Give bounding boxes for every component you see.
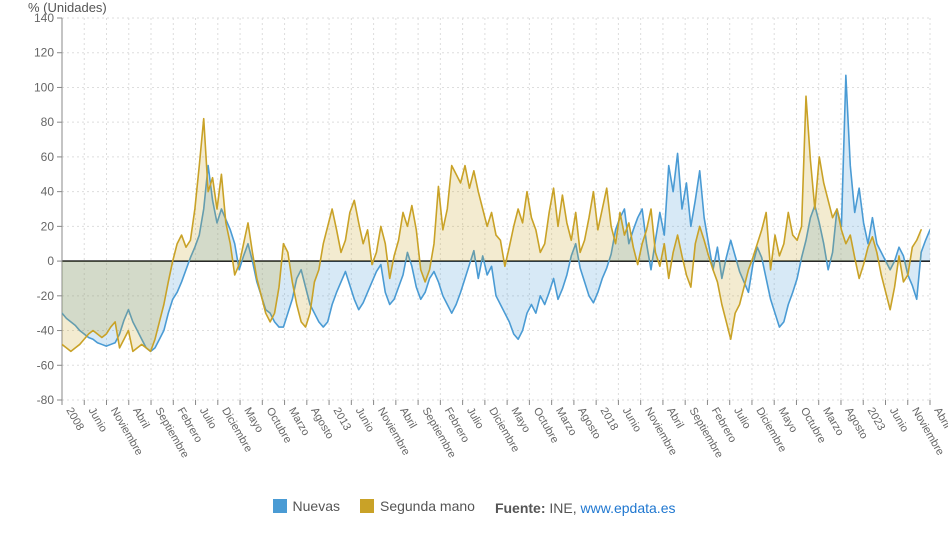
ytick-label: 60 [41, 150, 55, 164]
legend-source: Fuente: INE, www.epdata.es [495, 500, 676, 516]
ytick-label: 80 [41, 115, 55, 129]
ytick-label: -60 [37, 358, 55, 372]
ytick-label: 40 [41, 185, 55, 199]
ytick-label: -40 [37, 324, 55, 338]
legend-item: Nuevas [273, 498, 340, 514]
ytick-label: 20 [41, 219, 55, 233]
source-link[interactable]: www.epdata.es [581, 500, 676, 516]
ytick-label: 100 [34, 80, 54, 94]
source-value: INE, [549, 500, 576, 516]
legend: Nuevas Segunda mano Fuente: INE, www.epdat… [0, 498, 948, 516]
ytick-label: 0 [47, 254, 54, 268]
legend-label: Segunda mano [380, 498, 475, 514]
ytick-label: -80 [37, 393, 55, 407]
legend-swatch [273, 499, 287, 513]
y-axis-label: % (Unidades) [28, 0, 107, 15]
ytick-label: -20 [37, 289, 55, 303]
legend-item: Segunda mano [360, 498, 475, 514]
legend-label: Nuevas [293, 498, 340, 514]
legend-swatch [360, 499, 374, 513]
ytick-label: 120 [34, 46, 54, 60]
source-label: Fuente: [495, 500, 546, 516]
